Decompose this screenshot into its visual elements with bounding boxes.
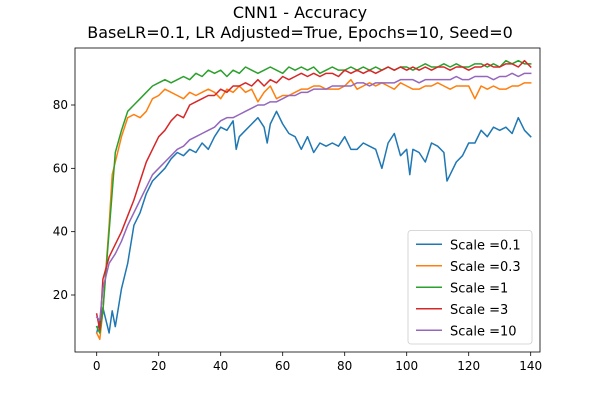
- y-tick-label: 20: [53, 288, 68, 302]
- x-tick-label: 20: [151, 359, 166, 373]
- plot-frame: [74, 47, 541, 353]
- x-tick-label: 140: [519, 359, 542, 373]
- x-tick-label: 40: [213, 359, 228, 373]
- series-line-2: [95, 59, 532, 334]
- series-line-4: [95, 72, 532, 322]
- legend-label-0: Scale =0.1: [450, 238, 521, 253]
- y-tick-label: 80: [53, 98, 68, 112]
- series-lines: [95, 59, 532, 341]
- legend-label-4: Scale =10: [450, 324, 517, 339]
- series-line-1: [95, 78, 532, 341]
- x-tick-label: 0: [93, 359, 101, 373]
- chart-subtitle: BaseLR=0.1, LR Adjusted=True, Epochs=10,…: [87, 23, 513, 42]
- y-tick-label: 40: [53, 225, 68, 239]
- series-line-0: [95, 110, 532, 334]
- series-line-3: [95, 59, 532, 331]
- x-tick-label: 120: [457, 359, 480, 373]
- legend-label-3: Scale =3: [450, 303, 508, 318]
- x-tick-label: 60: [275, 359, 290, 373]
- y-tick-label: 60: [53, 161, 68, 175]
- x-tick-label: 80: [337, 359, 352, 373]
- legend-label-1: Scale =0.3: [450, 260, 521, 275]
- axes: 0 20 40 60 80 100 120 140 20 40 60 80: [53, 47, 542, 373]
- chart-title: CNN1 - Accuracy: [232, 3, 368, 22]
- legend-box: [407, 230, 533, 345]
- x-tick-label: 100: [395, 359, 418, 373]
- legend-label-2: Scale =1: [450, 281, 508, 296]
- legend: Scale =0.1 Scale =0.3 Scale =1 Scale =3 Scal…: [407, 230, 533, 345]
